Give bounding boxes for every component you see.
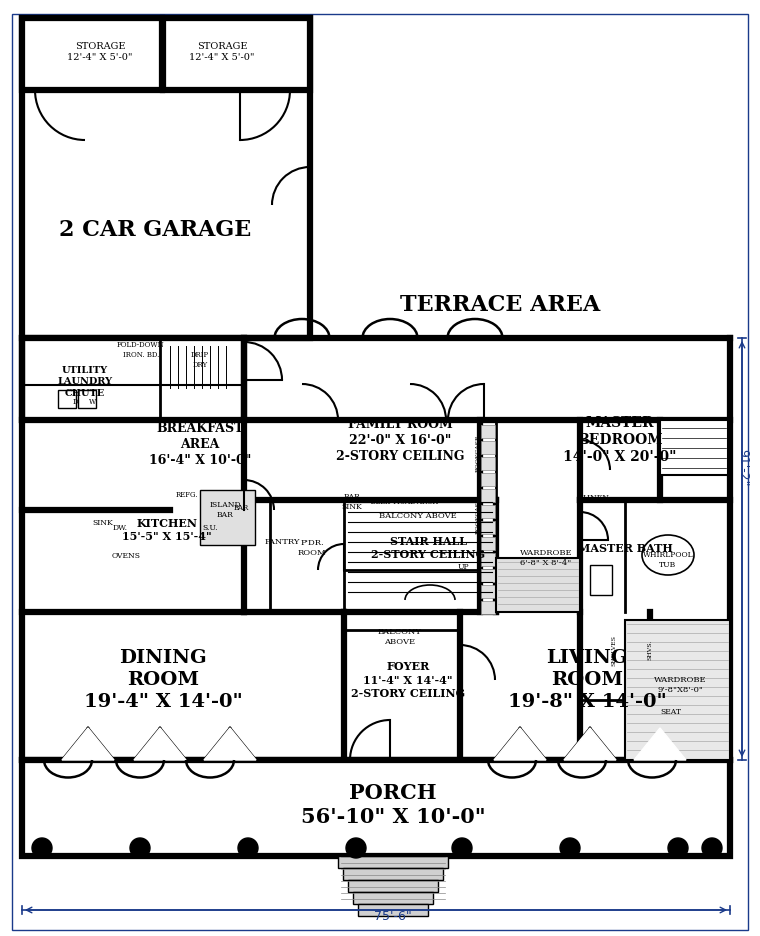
Bar xyxy=(660,420,728,475)
Bar xyxy=(338,856,448,868)
Circle shape xyxy=(702,838,722,858)
Polygon shape xyxy=(634,728,686,760)
Text: 91'-2": 91'-2" xyxy=(736,449,749,487)
Text: UTILITY
LAUNDRY
CHUTE: UTILITY LAUNDRY CHUTE xyxy=(58,366,112,398)
Bar xyxy=(481,601,495,614)
Bar xyxy=(481,489,495,502)
Bar xyxy=(481,553,495,566)
Text: LINEN: LINEN xyxy=(582,494,610,502)
Bar xyxy=(58,390,76,408)
Text: OVENS: OVENS xyxy=(112,552,141,560)
Text: DESK: DESK xyxy=(293,496,316,504)
Text: P'DR.
ROOM: P'DR. ROOM xyxy=(298,539,326,557)
Bar xyxy=(348,880,438,892)
Circle shape xyxy=(32,838,52,858)
Bar xyxy=(22,18,162,90)
Text: REFG.: REFG. xyxy=(176,491,198,499)
Text: BOOKCASE: BOOKCASE xyxy=(476,434,480,472)
Bar xyxy=(481,569,495,582)
Bar xyxy=(358,904,428,916)
Text: BALCONY ABOVE: BALCONY ABOVE xyxy=(379,512,457,520)
Text: 2 CAR GARAGE: 2 CAR GARAGE xyxy=(59,219,251,241)
Bar xyxy=(163,18,310,90)
Text: BREAKFAST
AREA
16'-4" X 10'-0": BREAKFAST AREA 16'-4" X 10'-0" xyxy=(149,422,252,467)
Bar xyxy=(481,521,495,534)
Bar xyxy=(625,620,730,760)
Text: MASTER
BEDROOM
14'-0" X 20'-0": MASTER BEDROOM 14'-0" X 20'-0" xyxy=(563,416,676,464)
Bar xyxy=(200,490,255,545)
Circle shape xyxy=(346,838,366,858)
Text: DINING
ROOM
19'-4" X 14'-0": DINING ROOM 19'-4" X 14'-0" xyxy=(84,649,242,711)
Bar xyxy=(343,868,443,880)
Circle shape xyxy=(130,838,150,858)
Bar xyxy=(353,892,433,904)
Bar xyxy=(481,505,495,518)
Bar xyxy=(481,425,495,438)
Text: BOOKCASE: BOOKCASE xyxy=(476,496,480,534)
Bar xyxy=(22,18,310,338)
Text: W: W xyxy=(90,398,97,406)
Bar xyxy=(481,441,495,454)
Text: DRIP
DRY: DRIP DRY xyxy=(191,351,209,369)
Text: UP: UP xyxy=(458,563,469,571)
Text: STAIR HALL
2-STORY CEILING: STAIR HALL 2-STORY CEILING xyxy=(371,535,485,561)
Polygon shape xyxy=(62,728,114,760)
Text: PANTRY: PANTRY xyxy=(264,538,299,546)
Text: LIVING
ROOM
19'-8" X 14'-0": LIVING ROOM 19'-8" X 14'-0" xyxy=(508,649,667,711)
Circle shape xyxy=(452,838,472,858)
Text: FOYER
11'-4" X 14'-4"
2-STORY CEILING: FOYER 11'-4" X 14'-4" 2-STORY CEILING xyxy=(351,661,465,699)
Text: STORAGE
12'-4" X 5'-0": STORAGE 12'-4" X 5'-0" xyxy=(189,42,255,62)
Text: SHVS.: SHVS. xyxy=(648,640,653,660)
Polygon shape xyxy=(494,728,546,760)
Text: WHIRLPOOL
TUB: WHIRLPOOL TUB xyxy=(643,551,693,569)
Bar xyxy=(481,457,495,470)
Text: BALCONY
ABOVE: BALCONY ABOVE xyxy=(378,628,422,646)
Polygon shape xyxy=(134,728,186,760)
Text: SINK: SINK xyxy=(93,519,113,527)
Text: TERRACE AREA: TERRACE AREA xyxy=(400,294,600,316)
Circle shape xyxy=(668,838,688,858)
Bar xyxy=(481,473,495,486)
Text: D: D xyxy=(72,398,78,406)
Circle shape xyxy=(238,838,258,858)
Text: SHELVES: SHELVES xyxy=(612,635,616,665)
Text: PORCH
56'-10" X 10'-0": PORCH 56'-10" X 10'-0" xyxy=(301,782,486,827)
Bar xyxy=(22,338,244,420)
Text: WARDROBE
6'-8" X 8'-4": WARDROBE 6'-8" X 8'-4" xyxy=(520,549,572,567)
Text: BAR
SINK: BAR SINK xyxy=(342,493,363,511)
Text: DW.: DW. xyxy=(112,524,128,532)
Text: 75'-6": 75'-6" xyxy=(374,910,412,923)
Circle shape xyxy=(560,838,580,858)
Text: SEAT: SEAT xyxy=(660,708,682,716)
Text: WARDROBE
9'-8"X8'-0": WARDROBE 9'-8"X8'-0" xyxy=(654,676,706,694)
Bar xyxy=(481,585,495,598)
Text: - ELLIPTICAL ARCH -: - ELLIPTICAL ARCH - xyxy=(366,498,442,506)
Text: STORAGE
12'-4" X 5'-0": STORAGE 12'-4" X 5'-0" xyxy=(67,42,133,62)
Polygon shape xyxy=(204,728,256,760)
Bar xyxy=(590,565,612,595)
Bar xyxy=(496,558,580,612)
Text: FOLD-DOWN
IRON. BD.: FOLD-DOWN IRON. BD. xyxy=(117,341,165,358)
Text: FAMILY ROOM
22'-0" X 16'-0"
2-STORY CEILING: FAMILY ROOM 22'-0" X 16'-0" 2-STORY CEIL… xyxy=(336,417,464,462)
Text: KITCHEN
15'-5" X 15'-4": KITCHEN 15'-5" X 15'-4" xyxy=(122,518,212,542)
Polygon shape xyxy=(564,728,616,760)
Bar xyxy=(78,390,96,408)
Text: ISLAND
BAR: ISLAND BAR xyxy=(209,501,241,519)
Text: S.U.: S.U. xyxy=(202,524,218,532)
Text: MASTER BATH: MASTER BATH xyxy=(578,543,673,553)
Bar xyxy=(22,760,730,856)
Bar xyxy=(481,537,495,550)
Text: BAR: BAR xyxy=(233,504,249,512)
